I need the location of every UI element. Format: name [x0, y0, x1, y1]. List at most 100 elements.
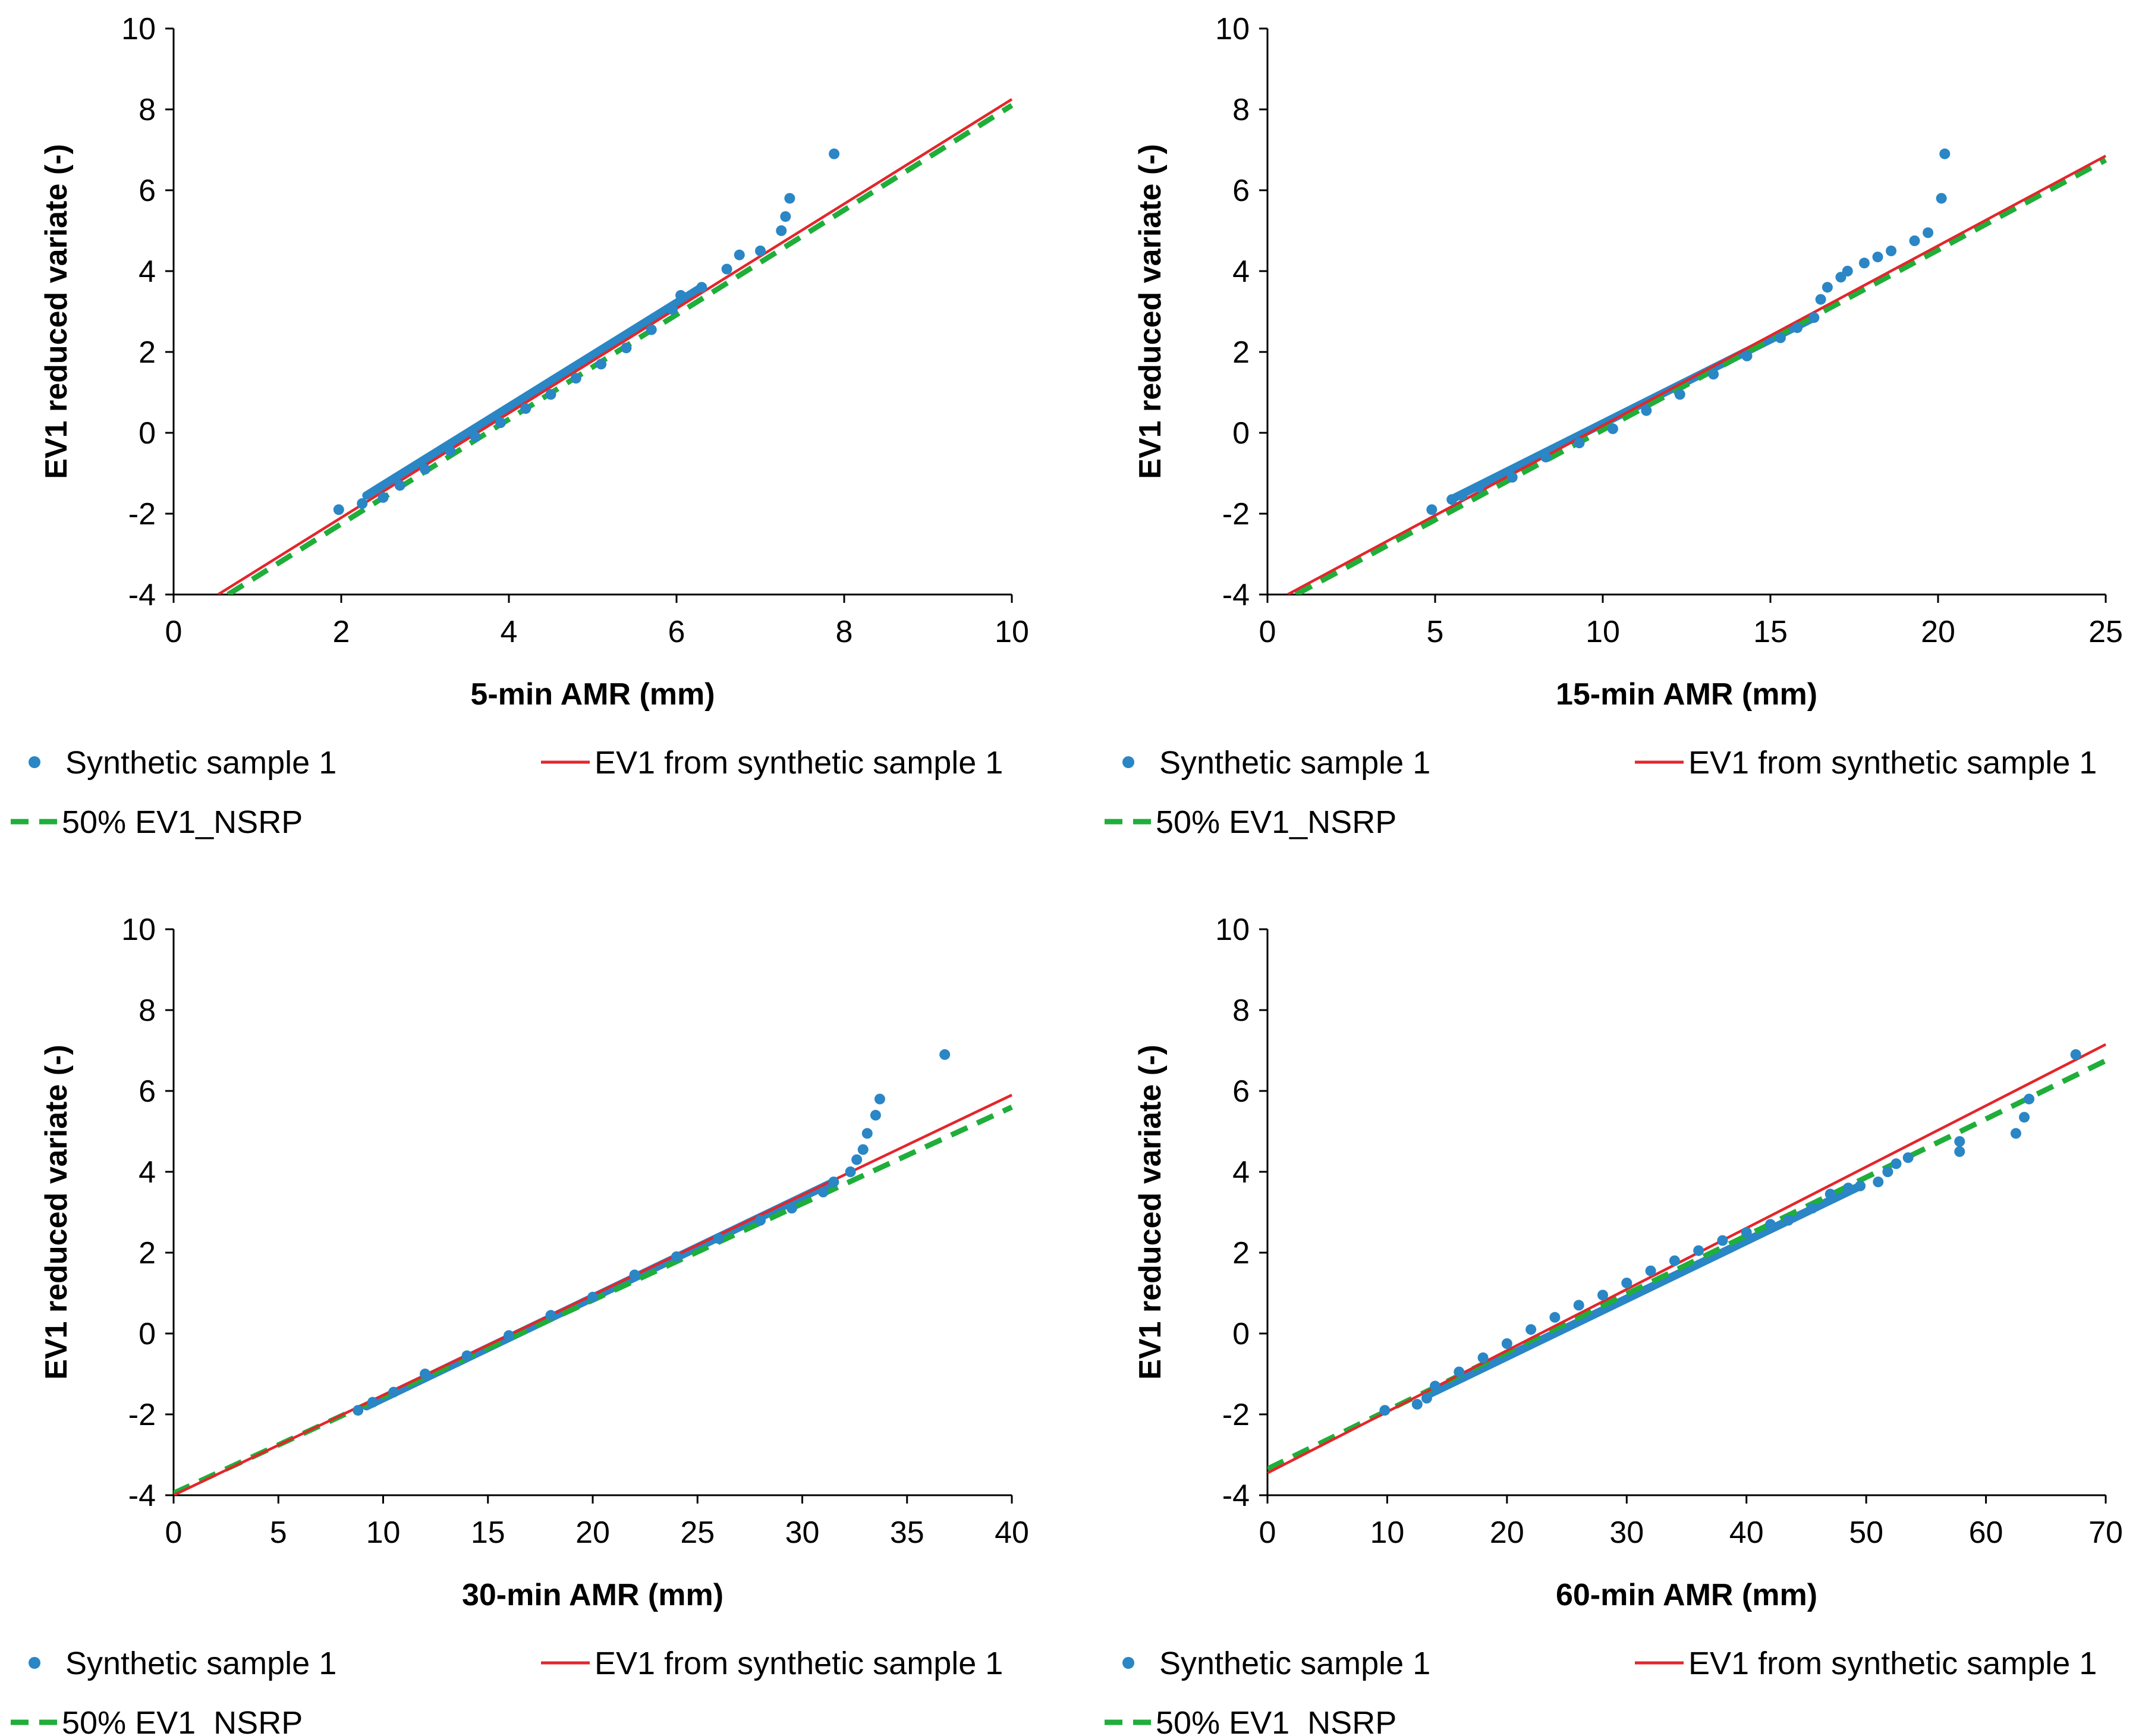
- synthetic-point: [2019, 1112, 2030, 1123]
- legend-label-ev1: EV1 from synthetic sample 1: [1688, 1646, 2097, 1681]
- synthetic-point: [1891, 1158, 1902, 1169]
- x-tick-label: 20: [575, 1515, 610, 1550]
- y-tick-label: 0: [139, 416, 156, 451]
- y-axis-title: EV1 reduced variate (-): [39, 144, 74, 479]
- synthetic-point: [420, 1369, 430, 1379]
- legend-label-ev1: EV1 from synthetic sample 1: [594, 1646, 1003, 1681]
- x-tick-label: 5: [1427, 615, 1444, 649]
- y-tick-label: 2: [139, 1236, 156, 1270]
- x-tick-label: 10: [1586, 615, 1620, 649]
- x-tick-label: 0: [165, 615, 183, 649]
- synthetic-point: [1923, 227, 1934, 238]
- x-tick-label: 15: [1753, 615, 1788, 649]
- x-axis-title: 5-min AMR (mm): [470, 677, 715, 712]
- x-tick-label: 5: [270, 1515, 287, 1550]
- y-tick-label: 10: [1215, 913, 1250, 947]
- y-tick-label: -2: [128, 497, 156, 532]
- synthetic-point: [1573, 1300, 1584, 1311]
- y-tick-label: -4: [128, 1479, 156, 1513]
- y-tick-label: -4: [1222, 1479, 1250, 1513]
- synthetic-point: [755, 1215, 766, 1226]
- synthetic-point: [1822, 282, 1833, 293]
- synthetic-point: [629, 1269, 640, 1281]
- synthetic-point: [861, 1128, 873, 1139]
- synthetic-point: [817, 1187, 829, 1197]
- y-tick-label: -2: [128, 1398, 156, 1432]
- synthetic-point: [786, 1203, 797, 1214]
- x-tick-label: 35: [890, 1515, 924, 1550]
- chart-panel-15-min: -4 -2 0 2 4 6 8 10 0 5 10 15 20 25 15-min AMR (mm) EV1 …: [1105, 12, 2123, 840]
- synthetic-point: [570, 373, 581, 384]
- synthetic-point: [1506, 471, 1518, 483]
- synthetic-point: [1825, 1188, 1836, 1200]
- synthetic-point: [1379, 1405, 1391, 1416]
- ev1-fit-line: [1286, 155, 2107, 595]
- plot-area: [174, 1049, 1013, 1495]
- x-tick-label: 10: [995, 615, 1029, 649]
- legend-label-ev1: EV1 from synthetic sample 1: [1688, 745, 2097, 781]
- x-axis-title: 15-min AMR (mm): [1556, 677, 1817, 712]
- synthetic-point: [1574, 438, 1585, 448]
- synthetic-point: [1674, 389, 1685, 400]
- synthetic-point: [1426, 504, 1437, 515]
- synthetic-point: [587, 1291, 598, 1303]
- synthetic-point: [1597, 1290, 1608, 1301]
- synthetic-point: [671, 1251, 682, 1262]
- y-tick-label: -4: [128, 578, 156, 612]
- synthetic-point: [1873, 1177, 1884, 1187]
- synthetic-point: [1886, 246, 1897, 256]
- synthetic-point: [829, 148, 840, 159]
- y-tick-label: 0: [1232, 1317, 1250, 1351]
- synthetic-point: [1765, 1219, 1776, 1230]
- x-tick-label: 10: [1370, 1515, 1405, 1550]
- y-tick-label: 4: [1232, 1155, 1250, 1190]
- synthetic-point: [495, 417, 506, 428]
- synthetic-point: [545, 389, 556, 400]
- y-tick-label: 8: [139, 993, 156, 1028]
- x-tick-label: 8: [836, 615, 853, 649]
- plot-area: [217, 98, 1013, 595]
- synthetic-point: [675, 290, 687, 301]
- x-tick-label: 10: [366, 1515, 401, 1550]
- synthetic-point: [1549, 1312, 1561, 1323]
- synthetic-point: [780, 211, 791, 222]
- x-tick-label: 15: [471, 1515, 505, 1550]
- y-tick-label: 2: [139, 335, 156, 370]
- ev1-fit-line: [1267, 1043, 2107, 1474]
- synthetic-point: [1457, 490, 1468, 501]
- synthetic-point: [461, 1350, 473, 1361]
- synthetic-point: [333, 504, 344, 515]
- legend-marker-synthetic: [29, 756, 40, 768]
- chart-panel-60-min: -4 -2 0 2 4 6 8 10 0 10 20 30 40 50 60 70 60-min AMR (mm…: [1105, 913, 2123, 1736]
- synthetic-point: [367, 1397, 378, 1408]
- ev1-fit-line: [217, 98, 1013, 595]
- synthetic-point: [1855, 1180, 1866, 1191]
- y-tick-label: 8: [139, 93, 156, 127]
- synthetic-point: [713, 1233, 724, 1244]
- synthetic-point: [1939, 148, 1951, 159]
- x-tick-label: 2: [333, 615, 350, 649]
- synthetic-point: [1858, 257, 1870, 269]
- synthetic-point: [755, 246, 766, 256]
- synthetic-point: [828, 1177, 839, 1187]
- synthetic-point: [1783, 1215, 1794, 1226]
- synthetic-point: [1669, 1255, 1680, 1266]
- legend-label-synthetic: Synthetic sample 1: [65, 1646, 336, 1681]
- y-tick-label: 8: [1232, 993, 1250, 1028]
- legend: Synthetic sample 1 EV1 from synthetic sam…: [1105, 745, 2097, 840]
- synthetic-point: [1902, 1152, 1914, 1163]
- x-tick-label: 40: [995, 1515, 1029, 1550]
- legend-label-ev1: EV1 from synthetic sample 1: [594, 745, 1003, 781]
- synthetic-point: [1775, 332, 1786, 344]
- x-axis-title: 60-min AMR (mm): [1556, 1578, 1817, 1612]
- synthetic-point: [2024, 1093, 2035, 1105]
- legend-label-nsrp: 50% EV1_NSRP: [62, 1705, 303, 1736]
- x-tick-label: 20: [1921, 615, 1955, 649]
- synthetic-point: [353, 1405, 364, 1416]
- synthetic-point: [1954, 1136, 1965, 1147]
- synthetic-point: [1446, 494, 1458, 505]
- synthetic-point: [776, 225, 787, 236]
- synthetic-point: [520, 403, 531, 414]
- synthetic-point: [1477, 1352, 1489, 1363]
